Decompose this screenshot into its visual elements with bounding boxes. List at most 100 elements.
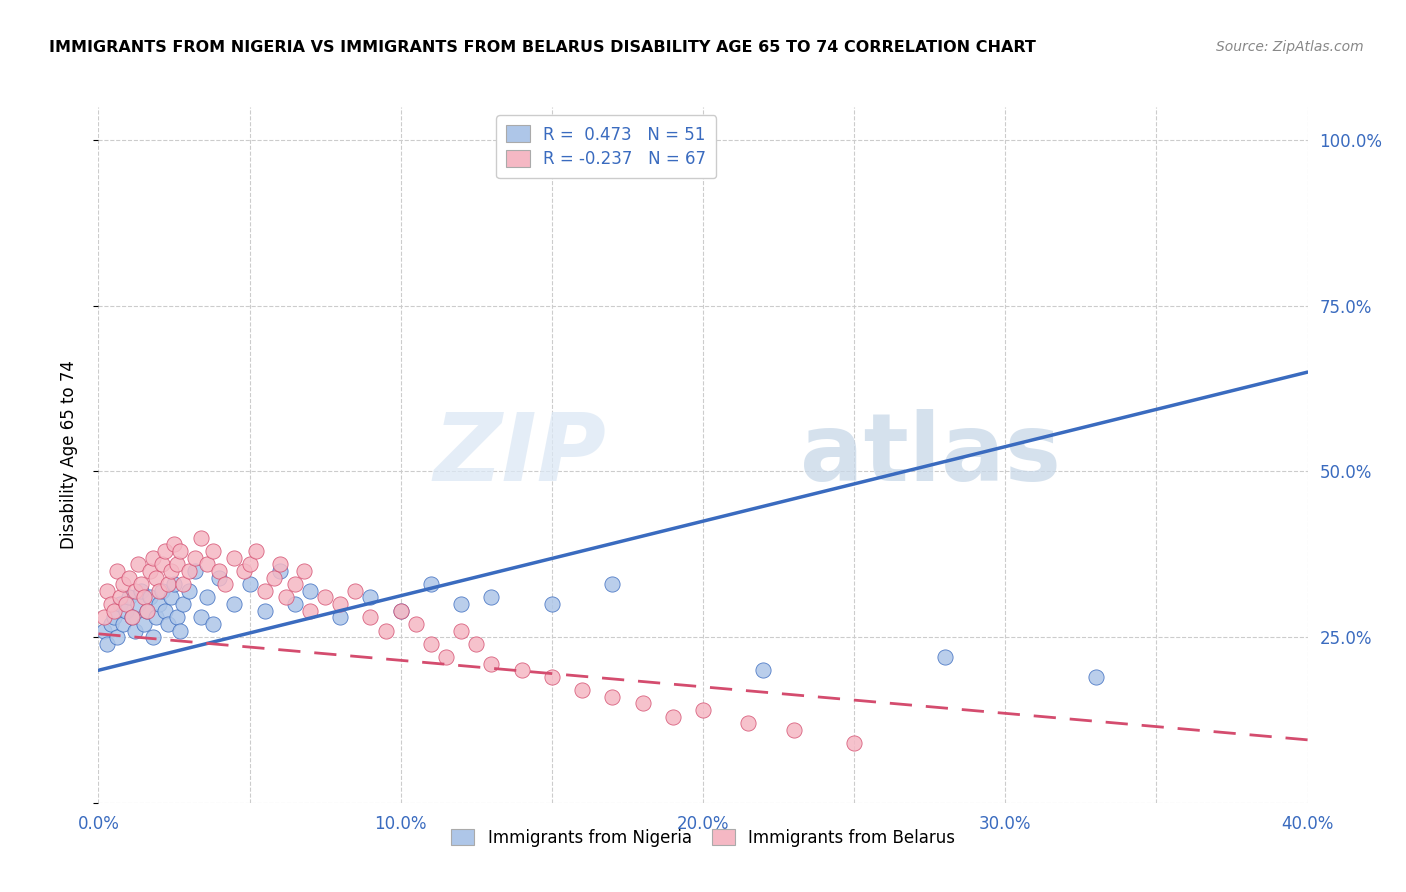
- Point: [253, 583, 276, 598]
- Point: [269, 558, 291, 572]
- Point: [145, 610, 167, 624]
- Point: [481, 657, 503, 671]
- Point: [631, 697, 654, 711]
- Point: [148, 597, 170, 611]
- Point: [105, 630, 128, 644]
- Point: [153, 604, 176, 618]
- Point: [661, 709, 683, 723]
- Point: [163, 537, 186, 551]
- Point: [329, 610, 352, 624]
- Point: [269, 564, 291, 578]
- Point: [934, 650, 956, 665]
- Point: [103, 610, 125, 624]
- Point: [139, 591, 162, 605]
- Point: [389, 604, 412, 618]
- Text: ZIP: ZIP: [433, 409, 606, 501]
- Point: [111, 616, 134, 631]
- Point: [190, 610, 212, 624]
- Point: [135, 604, 157, 618]
- Text: atlas: atlas: [800, 409, 1060, 501]
- Point: [139, 564, 162, 578]
- Point: [169, 624, 191, 638]
- Point: [100, 616, 122, 631]
- Point: [224, 597, 246, 611]
- Point: [195, 558, 218, 572]
- Point: [540, 670, 562, 684]
- Point: [434, 650, 457, 665]
- Point: [100, 597, 122, 611]
- Point: [374, 624, 396, 638]
- Point: [127, 597, 149, 611]
- Point: [239, 558, 262, 572]
- Point: [142, 550, 165, 565]
- Point: [132, 616, 155, 631]
- Point: [124, 624, 146, 638]
- Point: [253, 604, 276, 618]
- Point: [752, 663, 775, 677]
- Point: [299, 604, 322, 618]
- Point: [135, 604, 157, 618]
- Point: [420, 577, 443, 591]
- Y-axis label: Disability Age 65 to 74: Disability Age 65 to 74: [59, 360, 77, 549]
- Point: [160, 564, 183, 578]
- Point: [224, 550, 246, 565]
- Point: [195, 591, 218, 605]
- Point: [202, 544, 225, 558]
- Point: [450, 597, 472, 611]
- Point: [129, 577, 152, 591]
- Point: [292, 564, 315, 578]
- Point: [692, 703, 714, 717]
- Point: [245, 544, 267, 558]
- Point: [184, 564, 207, 578]
- Point: [481, 591, 503, 605]
- Point: [124, 583, 146, 598]
- Point: [344, 583, 367, 598]
- Point: [405, 616, 427, 631]
- Point: [118, 570, 141, 584]
- Point: [96, 583, 118, 598]
- Point: [844, 736, 866, 750]
- Legend: Immigrants from Nigeria, Immigrants from Belarus: Immigrants from Nigeria, Immigrants from…: [444, 822, 962, 854]
- Point: [783, 723, 806, 737]
- Point: [510, 663, 533, 677]
- Point: [121, 610, 143, 624]
- Point: [179, 564, 201, 578]
- Point: [465, 637, 488, 651]
- Point: [150, 558, 173, 572]
- Text: Source: ZipAtlas.com: Source: ZipAtlas.com: [1216, 40, 1364, 54]
- Point: [156, 577, 179, 591]
- Point: [172, 597, 194, 611]
- Point: [156, 616, 179, 631]
- Point: [166, 610, 188, 624]
- Point: [114, 604, 136, 618]
- Point: [314, 591, 336, 605]
- Point: [105, 564, 128, 578]
- Point: [114, 597, 136, 611]
- Point: [450, 624, 472, 638]
- Point: [184, 550, 207, 565]
- Point: [263, 570, 285, 584]
- Point: [360, 591, 382, 605]
- Point: [103, 604, 125, 618]
- Point: [190, 531, 212, 545]
- Point: [602, 690, 624, 704]
- Point: [129, 583, 152, 598]
- Point: [96, 637, 118, 651]
- Point: [160, 591, 183, 605]
- Point: [232, 564, 254, 578]
- Point: [172, 577, 194, 591]
- Point: [360, 610, 382, 624]
- Point: [737, 716, 759, 731]
- Point: [93, 610, 115, 624]
- Point: [299, 583, 322, 598]
- Point: [148, 583, 170, 598]
- Point: [284, 577, 307, 591]
- Point: [132, 591, 155, 605]
- Point: [121, 610, 143, 624]
- Point: [602, 577, 624, 591]
- Point: [420, 637, 443, 651]
- Point: [163, 577, 186, 591]
- Point: [127, 558, 149, 572]
- Point: [208, 570, 231, 584]
- Point: [153, 544, 176, 558]
